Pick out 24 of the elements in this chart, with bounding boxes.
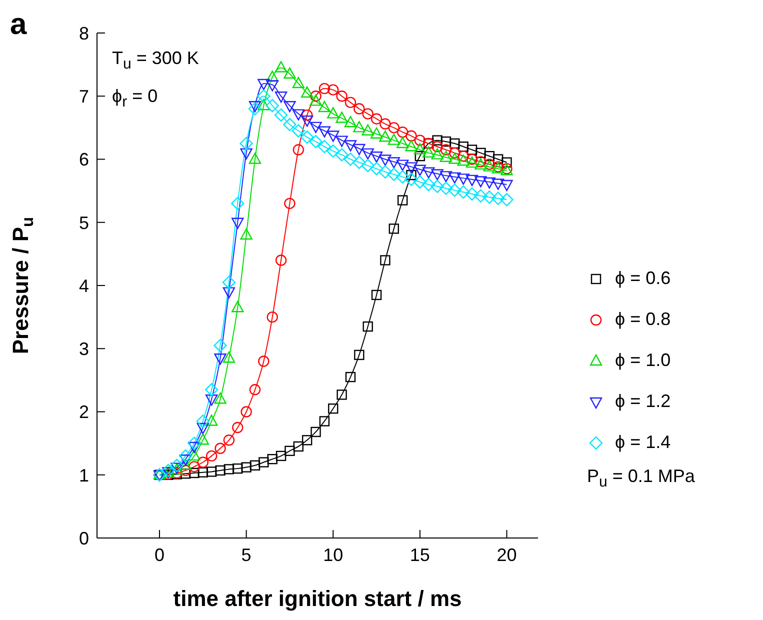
x-tick-label: 15 [410,544,430,565]
x-tick-label: 5 [241,544,252,565]
annotation: ϕ$_{r}$ = 0 [112,86,158,111]
text: a [10,8,27,41]
x-tick-label: 0 [154,544,165,565]
y-tick-label: 3 [78,339,89,360]
text: P$_{u}$ = 0.1 MPa [587,466,695,491]
y-tick-label: 1 [78,465,89,486]
legend-label: ϕ = 0.8 [615,309,671,330]
x-tick-label: 10 [323,544,344,565]
legend-label: ϕ = 0.6 [615,268,671,289]
x-axis-title: time after ignition start / ms [173,586,462,611]
annotation: T$_{u}$ = 300 K [112,48,199,73]
y-tick-label: 7 [78,86,89,107]
x-tick-label: 20 [496,544,517,565]
y-tick-label: 8 [78,23,89,44]
y-tick-label: 2 [78,402,89,422]
legend-label: ϕ = 1.2 [615,391,671,412]
y-tick-label: 0 [78,528,89,548]
y-tick-label: 6 [78,150,89,170]
legend-label: ϕ = 1.4 [615,432,671,453]
y-tick-label: 5 [78,212,89,233]
y-tick-label: 4 [78,276,89,296]
legend-label: ϕ = 1.0 [615,350,671,371]
